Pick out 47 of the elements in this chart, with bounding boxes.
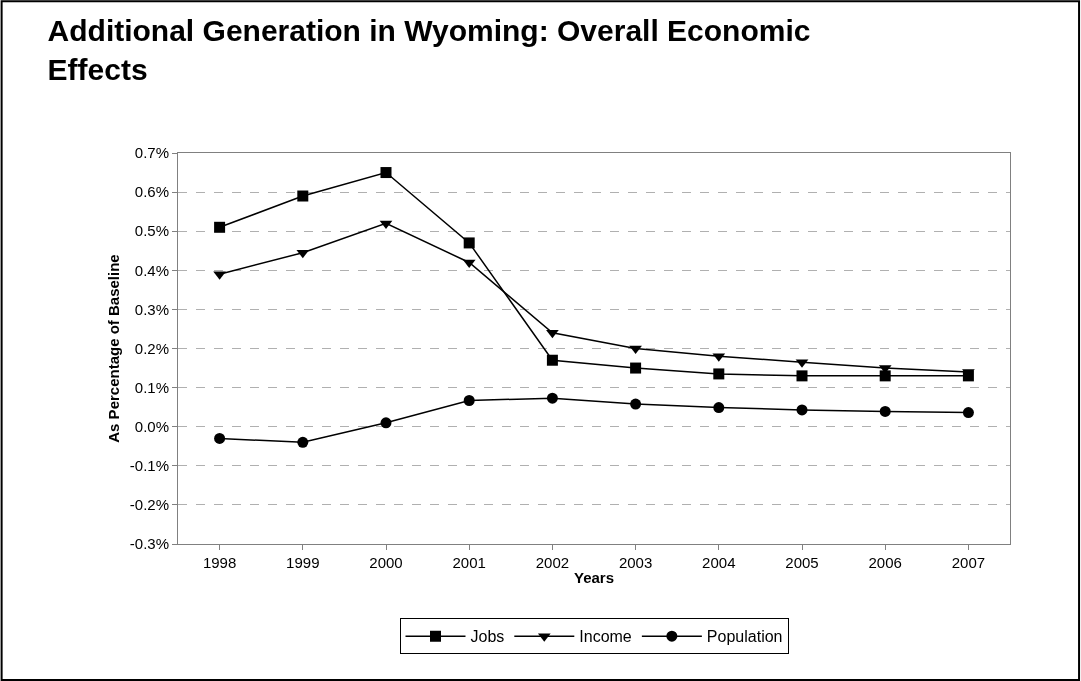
x-tick-label: 2004 [702,554,736,571]
legend-label: Jobs [470,628,505,646]
chart-title: Additional Generation in Wyoming: Overall Economic Effects [47,13,811,86]
point [796,370,808,382]
x-tick-label: 2006 [868,554,902,571]
point [214,432,226,444]
point [214,221,226,233]
point [713,368,725,380]
point [630,362,642,374]
point [879,370,891,382]
point [463,395,475,406]
point [297,436,309,448]
y-tick-label: 0.4% [134,261,169,279]
x-tick-label: 1998 [202,554,237,571]
legend-label: Income [579,628,632,646]
y-tick-label: -0.3% [129,535,169,553]
y-tick-label: 0.7% [134,144,169,162]
x-tick-label: 2003 [618,554,653,571]
point [879,405,891,417]
point [296,249,310,259]
point [546,392,558,404]
x-tick-label: 2001 [452,554,486,571]
legend-label: Population [706,628,783,646]
y-tick-label: 0.0% [134,417,169,435]
point [380,417,392,429]
point [297,190,309,202]
point [630,398,642,410]
point [463,237,475,249]
point [546,354,558,366]
x-axis-title: Years [573,569,615,586]
point [962,407,974,419]
y-tick-label: 0.3% [134,300,169,318]
y-tick-label: 0.1% [134,378,169,396]
point [380,167,392,179]
point [796,404,808,416]
x-tick-label: 2000 [369,554,403,571]
y-axis-title: As Percentage of Baseline [105,254,123,443]
x-tick-label: 2002 [535,554,570,571]
y-tick-label: 0.5% [134,222,169,240]
x-tick-label: 2005 [785,554,819,571]
y-tick-label: 0.2% [134,339,169,357]
point [713,402,725,414]
x-tick-label: 2007 [951,554,986,571]
x-tick-label: 1999 [286,554,320,571]
y-tick-label: -0.1% [129,457,169,475]
y-tick-label: 0.6% [134,183,169,201]
y-tick-label: -0.2% [129,496,169,514]
